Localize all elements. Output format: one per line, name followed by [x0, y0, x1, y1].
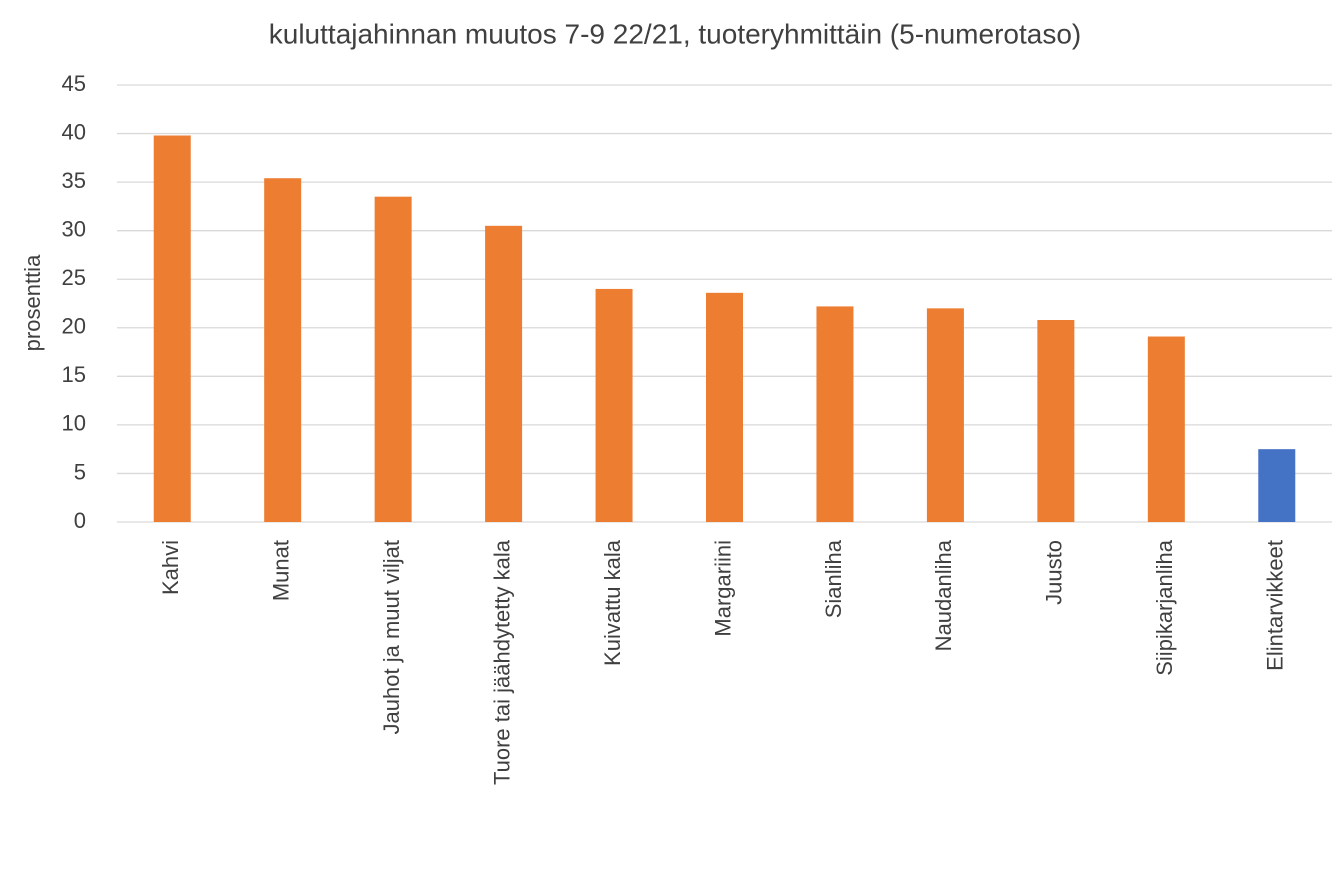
bar: [816, 306, 854, 522]
y-tick-label: 30: [62, 216, 86, 241]
x-tick-label: Siipikarjanliha: [1152, 539, 1177, 676]
y-tick-label: 45: [62, 71, 86, 96]
bar: [1147, 336, 1185, 522]
bar: [1037, 320, 1075, 522]
y-tick-label: 10: [62, 411, 86, 436]
y-axis-label: prosenttia: [20, 254, 45, 351]
x-tick-label: Sianliha: [821, 539, 846, 618]
y-tick-label: 5: [74, 459, 86, 484]
bar: [485, 225, 523, 523]
y-tick-label: 0: [74, 508, 86, 533]
bar: [153, 135, 191, 522]
y-tick-label: 40: [62, 119, 86, 144]
bar: [595, 288, 633, 522]
bar: [374, 196, 412, 522]
y-tick-label: 20: [62, 314, 86, 339]
x-tick-label: Margariini: [710, 540, 735, 637]
x-tick-label: Jauhot ja muut viljat: [379, 540, 404, 734]
x-tick-label: Kahvi: [158, 540, 183, 595]
bar: [706, 292, 743, 522]
chart-title: kuluttajahinnan muutos 7-9 22/21, tuoter…: [269, 18, 1081, 49]
x-tick-label: Naudanliha: [931, 539, 956, 651]
x-tick-label: Munat: [268, 540, 293, 601]
x-tick-label: Elintarvikkeet: [1263, 540, 1288, 671]
y-tick-label: 35: [62, 168, 86, 193]
y-tick-label: 25: [62, 265, 86, 290]
bar: [264, 178, 302, 522]
x-tick-label: Kuivattu kala: [600, 539, 625, 666]
x-tick-label: Juusto: [1042, 540, 1067, 605]
bar: [926, 308, 964, 522]
y-tick-label: 15: [62, 362, 86, 387]
x-tick-label: Tuore tai jäähdytetty kala: [489, 539, 514, 785]
bar: [1258, 449, 1296, 522]
